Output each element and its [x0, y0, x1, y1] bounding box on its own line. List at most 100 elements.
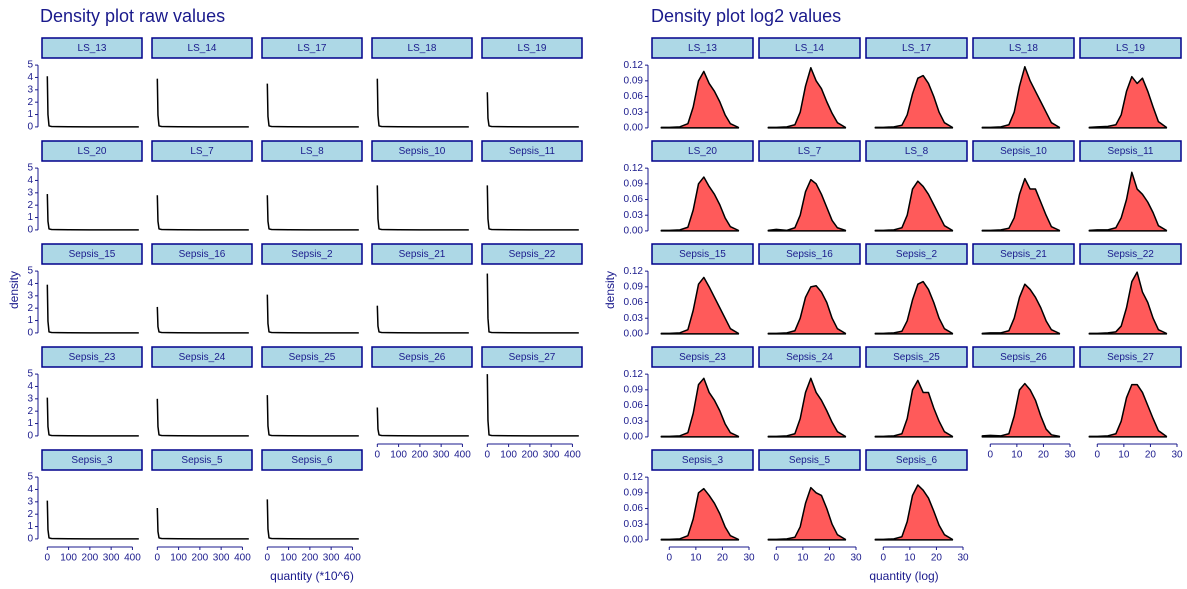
strip [865, 140, 968, 162]
strip-label: LS_20 [78, 146, 107, 157]
strip [1079, 140, 1182, 162]
x-tick-label: 30 [850, 553, 862, 564]
x-tick-label: 0 [265, 553, 271, 564]
x-tick-label: 400 [344, 553, 361, 564]
y-tick-label: 0 [27, 328, 33, 339]
density-area [767, 67, 847, 129]
panel: LS_17 [865, 37, 968, 129]
strip [481, 346, 583, 368]
y-tick-label: 0.12 [624, 266, 644, 277]
strip-label: Sepsis_6 [896, 455, 938, 466]
density-area [981, 177, 1061, 232]
strip [758, 346, 861, 368]
strip [865, 37, 968, 59]
density-area [1088, 75, 1168, 129]
strip [1079, 243, 1182, 265]
density-line [266, 83, 359, 128]
density-line [266, 195, 359, 231]
y-tick-label: 3 [27, 496, 33, 507]
strip [481, 37, 583, 59]
density-line [156, 507, 249, 540]
x-tick-label: 30 [743, 553, 755, 564]
panel: Sepsis_2 [261, 243, 363, 334]
panel: Sepsis_3 0.00 0.03 0.06 0.09 0.12 0 10 20 30 [624, 449, 755, 564]
y-tick-label: 4 [27, 381, 33, 392]
strip-label: Sepsis_25 [289, 352, 336, 363]
y-tick-label: 0.03 [624, 210, 644, 221]
panel: LS_19 [1079, 37, 1182, 129]
strip [972, 140, 1075, 162]
panel: Sepsis_15 0.00 0.03 0.06 0.09 0.12 [624, 243, 754, 340]
y-tick-label: 0.12 [624, 472, 644, 483]
strip-label: LS_17 [298, 43, 327, 54]
y-tick-label: 0.12 [624, 60, 644, 71]
panel: Sepsis_25 [865, 346, 968, 438]
strip-label: Sepsis_2 [291, 249, 333, 260]
density-line [376, 78, 469, 128]
density-line [486, 374, 579, 437]
x-tick-label: 0 [773, 553, 779, 564]
y-tick-label: 5 [27, 472, 33, 483]
chart: Density plot log2 values density quantity … [603, 6, 1183, 583]
chart-title: Density plot raw values [40, 6, 225, 26]
density-area [1088, 271, 1168, 335]
y-tick-label: 2 [27, 303, 33, 314]
x-tick-label: 100 [170, 553, 187, 564]
density-line [156, 398, 249, 437]
density-area [660, 176, 740, 232]
density-area [1088, 171, 1168, 232]
density-area [660, 487, 740, 541]
density-line [376, 305, 469, 334]
y-tick-label: 0.06 [624, 91, 644, 102]
y-tick-label: 0 [27, 431, 33, 442]
y-tick-label: 0.09 [624, 384, 644, 395]
x-tick-label: 10 [797, 553, 809, 564]
density-area [660, 377, 740, 438]
x-tick-label: 100 [280, 553, 297, 564]
density-area [767, 285, 847, 335]
x-tick-label: 0 [880, 553, 886, 564]
density-line [376, 407, 469, 437]
density-area [874, 379, 954, 438]
strip [481, 243, 583, 265]
strip-label: LS_8 [905, 146, 929, 157]
density-area [767, 486, 847, 541]
panel: Sepsis_5 0 10 20 30 [758, 449, 862, 564]
strip [972, 37, 1075, 59]
panel: Sepsis_16 [758, 243, 861, 335]
panel: Sepsis_27 0 100 200 300 400 [481, 346, 583, 461]
panel: LS_18 [972, 37, 1075, 129]
strip [972, 346, 1075, 368]
y-tick-label: 0.09 [624, 75, 644, 86]
strip [1079, 37, 1182, 59]
density-line [46, 397, 139, 437]
strip-label: Sepsis_24 [786, 352, 833, 363]
panel: LS_14 [151, 37, 253, 128]
density-area [874, 180, 954, 232]
x-tick-label: 400 [454, 450, 471, 461]
strip [651, 346, 754, 368]
strip [371, 140, 473, 162]
y-tick-label: 4 [27, 484, 33, 495]
strip [758, 449, 861, 471]
panel: Sepsis_11 [481, 140, 583, 231]
x-tick-label: 0 [375, 450, 381, 461]
y-tick-label: 0 [27, 534, 33, 545]
x-tick-label: 200 [412, 450, 429, 461]
panel: Sepsis_15 0 12 345 [27, 243, 143, 339]
strip-label: Sepsis_16 [179, 249, 226, 260]
y-tick-label: 3 [27, 84, 33, 95]
strip [1079, 346, 1182, 368]
y-tick-label: 4 [27, 278, 33, 289]
strip-label: Sepsis_22 [509, 249, 556, 260]
panel: Sepsis_25 [261, 346, 363, 437]
density-line [486, 185, 579, 231]
strip-label: LS_20 [688, 146, 717, 157]
strip [151, 243, 253, 265]
x-tick-label: 300 [433, 450, 450, 461]
strip-label: Sepsis_21 [399, 249, 446, 260]
strip [151, 449, 253, 471]
x-tick-label: 0 [485, 450, 491, 461]
strip-label: Sepsis_6 [291, 455, 333, 466]
y-axis-label: density [603, 271, 617, 309]
